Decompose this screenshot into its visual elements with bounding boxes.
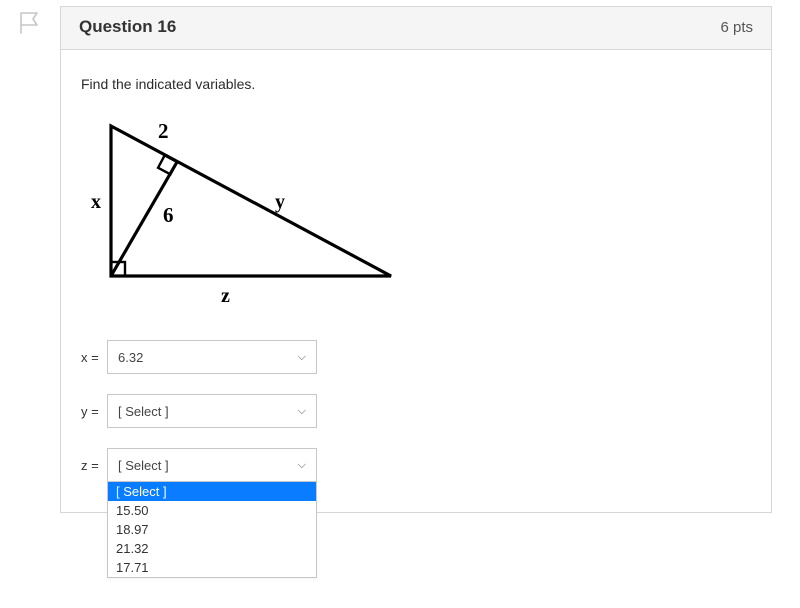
question-title: Question 16 [79, 17, 176, 37]
label-2: 2 [158, 119, 169, 143]
answer-row-x: x = 6.32 ⌵ [81, 340, 751, 374]
label-6: 6 [163, 203, 174, 227]
select-z-value: [ Select ] [118, 458, 169, 473]
label-x-equals: x = [81, 350, 107, 365]
question-body: Find the indicated variables. [61, 50, 771, 512]
question-header: Question 16 6 pts [61, 7, 771, 50]
chevron-down-icon: ⌵ [298, 459, 306, 472]
question-instruction: Find the indicated variables. [81, 76, 751, 92]
select-z[interactable]: [ Select ] ⌵ [107, 448, 317, 482]
question-points: 6 pts [720, 19, 753, 36]
select-z-option[interactable]: 18.97 [108, 520, 316, 539]
question-flag-icon[interactable] [0, 6, 60, 36]
chevron-down-icon: ⌵ [298, 351, 306, 364]
select-z-option[interactable]: 17.71 [108, 558, 316, 577]
label-y-equals: y = [81, 404, 107, 419]
answer-row-z: z = [ Select ] ⌵ [ Select ] 15.50 18.97 … [81, 448, 751, 482]
select-z-dropdown: [ Select ] 15.50 18.97 21.32 17.71 [107, 481, 317, 578]
triangle-diagram: 2 x 6 y z [81, 116, 751, 306]
label-z-equals: z = [81, 458, 107, 473]
label-x: x [91, 191, 101, 213]
label-z: z [221, 285, 230, 306]
select-z-option[interactable]: 21.32 [108, 539, 316, 558]
select-y-value: [ Select ] [118, 404, 169, 419]
select-z-option[interactable]: [ Select ] [108, 482, 316, 501]
select-y[interactable]: [ Select ] ⌵ [107, 394, 317, 428]
select-x[interactable]: 6.32 ⌵ [107, 340, 317, 374]
select-z-option[interactable]: 15.50 [108, 501, 316, 520]
label-y: y [275, 191, 285, 213]
answer-row-y: y = [ Select ] ⌵ [81, 394, 751, 428]
question-card: Question 16 6 pts Find the indicated var… [60, 6, 772, 513]
chevron-down-icon: ⌵ [298, 405, 306, 418]
select-x-value: 6.32 [118, 350, 143, 365]
